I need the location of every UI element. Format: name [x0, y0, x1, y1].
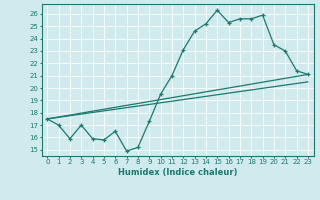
X-axis label: Humidex (Indice chaleur): Humidex (Indice chaleur): [118, 168, 237, 177]
